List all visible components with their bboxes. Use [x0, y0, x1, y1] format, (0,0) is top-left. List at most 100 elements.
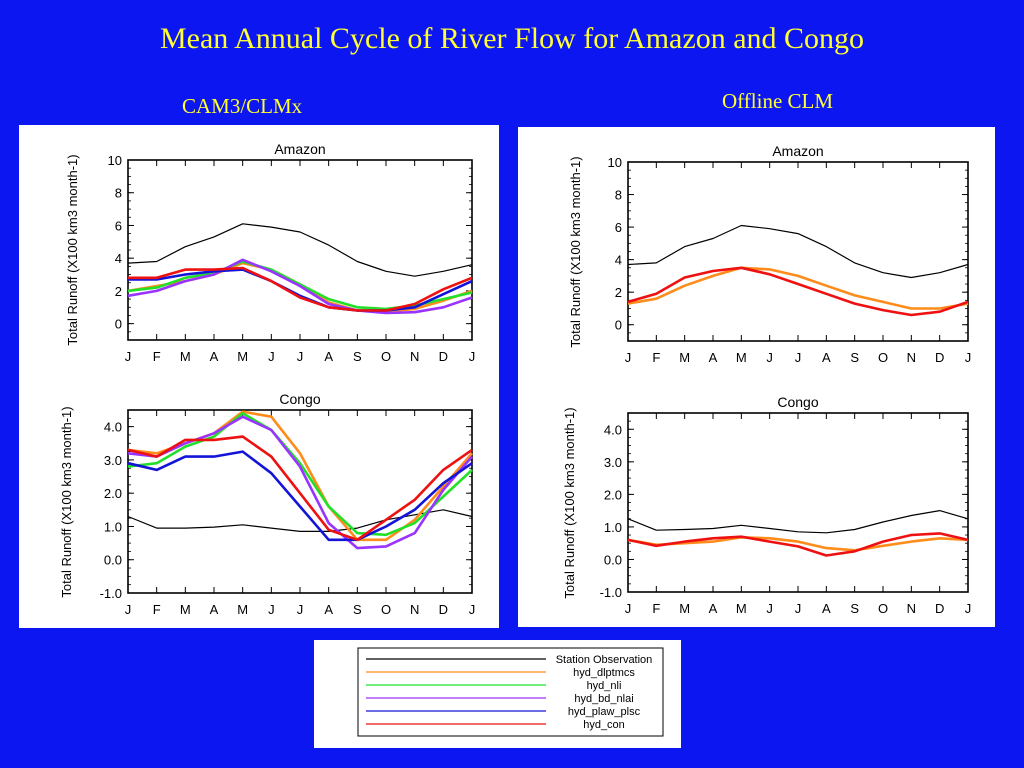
- y-tick-label: 10: [608, 155, 622, 170]
- series-line-hyd-con: [627, 532, 969, 557]
- left-panel-heading: CAM3/CLMx: [182, 94, 303, 118]
- y-axis-label: Total Runoff (X100 km3 month-1): [65, 154, 80, 345]
- x-tick-label: J: [125, 602, 132, 617]
- x-tick-label: A: [324, 349, 333, 364]
- x-tick-label: J: [965, 601, 972, 616]
- y-tick-label: 8: [115, 186, 122, 201]
- x-tick-label: N: [907, 350, 916, 365]
- legend-label: hyd_plaw_plsc: [568, 706, 641, 718]
- x-tick-label: D: [439, 602, 448, 617]
- x-tick-label: S: [850, 350, 859, 365]
- x-tick-label: M: [237, 349, 248, 364]
- chart-title: Congo: [777, 394, 818, 410]
- x-tick-label: S: [353, 349, 362, 364]
- series-line-hyd-con: [127, 435, 473, 542]
- x-tick-label: M: [180, 602, 191, 617]
- y-axis-label: Total Runoff (X100 km3 month-1): [562, 407, 577, 598]
- x-tick-label: J: [469, 349, 476, 364]
- x-tick-label: J: [766, 601, 773, 616]
- y-tick-label: 0: [115, 317, 122, 332]
- x-tick-label: M: [679, 350, 690, 365]
- series-line-station-observation: [127, 223, 473, 277]
- x-tick-label: O: [381, 349, 391, 364]
- y-axis-label: Total Runoff (X100 km3 month-1): [59, 406, 74, 597]
- y-tick-label: 4.0: [604, 422, 622, 437]
- offline-congo-chart: J F M A M J J A S O N D J-1.00.01.02.03.04.0CongoTot…: [562, 394, 971, 616]
- x-tick-label: J: [766, 350, 773, 365]
- x-tick-label: A: [324, 602, 333, 617]
- x-tick-label: J: [965, 350, 972, 365]
- legend-label: Station Observation: [556, 654, 653, 666]
- y-tick-label: 0: [615, 318, 622, 333]
- x-tick-label: O: [381, 602, 391, 617]
- y-tick-label: 2: [115, 284, 122, 299]
- series-line-hyd-plaw-plsc: [127, 450, 473, 542]
- cam-panel: J F M A M J J A S O N D J 0 2 4 6 8 10 Amazon Total Runoff (…: [19, 125, 499, 628]
- series-line-station-observation: [627, 224, 969, 279]
- x-tick-label: A: [709, 350, 718, 365]
- x-tick-label: O: [878, 601, 888, 616]
- x-tick-label: J: [625, 350, 632, 365]
- y-tick-label: 3.0: [104, 453, 122, 468]
- x-tick-label: D: [935, 601, 944, 616]
- x-tick-label: A: [210, 349, 219, 364]
- y-tick-label: 6: [115, 218, 122, 233]
- x-tick-label: F: [652, 601, 660, 616]
- x-tick-label: F: [153, 602, 161, 617]
- series-line-hyd-con: [627, 266, 969, 317]
- series-line-hyd-con: [128, 266, 473, 312]
- y-tick-label: 4: [615, 253, 622, 268]
- x-tick-label: J: [625, 601, 632, 616]
- chart-title: Congo: [279, 391, 320, 407]
- y-tick-label: 2: [615, 285, 622, 300]
- y-tick-label: 0.0: [104, 553, 122, 568]
- plot-frame: [127, 409, 473, 594]
- x-tick-label: J: [469, 602, 476, 617]
- series-line-station-observation: [627, 510, 969, 534]
- x-tick-label: A: [210, 602, 219, 617]
- x-tick-label: M: [237, 602, 248, 617]
- x-tick-label: J: [795, 601, 802, 616]
- series-line-hyd-bd-nlai: [127, 415, 473, 550]
- offline-panel: J F M A M J J A S O N D J 0 2 4 6 8 10 Amazon Total Runoff (…: [518, 127, 995, 627]
- y-tick-label: 4.0: [104, 420, 122, 435]
- legend-svg: Station Observationhyd_dlptmcshyd_nlihyd…: [357, 647, 664, 737]
- chart-title: Amazon: [772, 143, 823, 159]
- y-tick-label: 6: [615, 220, 622, 235]
- y-tick-label: 1.0: [104, 519, 122, 534]
- x-tick-label: A: [709, 601, 718, 616]
- cam-panel-svg: J F M A M J J A S O N D J 0 2 4 6 8 10 Amazon Total Runoff (…: [59, 141, 476, 617]
- series-line-hyd-nli: [127, 411, 473, 537]
- series-line-hyd-nli: [127, 260, 473, 311]
- legend-label: hyd_nli: [587, 680, 622, 692]
- series-line-hyd-dlptmcs: [627, 535, 969, 552]
- x-tick-label: O: [878, 350, 888, 365]
- series-line-hyd-dlptmcs: [127, 410, 473, 542]
- x-tick-label: A: [822, 601, 831, 616]
- y-tick-label: 8: [615, 188, 622, 203]
- y-tick-label: -1.0: [600, 585, 622, 600]
- y-tick-label: 0.0: [604, 552, 622, 567]
- x-tick-label: D: [439, 349, 448, 364]
- x-tick-label: M: [180, 349, 191, 364]
- series-line-hyd-dlptmcs: [627, 266, 969, 310]
- y-tick-label: 10: [108, 153, 122, 168]
- legend-panel: Station Observation hyd_dlptmcs hyd_nli hyd…: [314, 640, 681, 748]
- x-tick-label: N: [410, 602, 419, 617]
- x-tick-label: N: [410, 349, 419, 364]
- x-tick-label: N: [907, 601, 916, 616]
- offline-amazon-chart: J F M A M J J A S O N D J 0 2 4 6 8 10 Amazon Total Runoff (…: [568, 143, 971, 365]
- x-tick-label: M: [736, 350, 747, 365]
- x-tick-label: D: [935, 350, 944, 365]
- offline-panel-svg: J F M A M J J A S O N D J 0 2 4 6 8 10 Amazon Total Runoff (…: [562, 143, 971, 616]
- x-tick-label: M: [679, 601, 690, 616]
- legend-label: hyd_bd_nlai: [574, 693, 633, 705]
- legend-items: Station Observationhyd_dlptmcshyd_nlihyd…: [366, 654, 652, 731]
- x-tick-label: S: [353, 602, 362, 617]
- series-line-station-observation: [127, 509, 473, 532]
- y-tick-label: 1.0: [604, 520, 622, 535]
- x-tick-label: M: [736, 601, 747, 616]
- x-tick-label: F: [153, 349, 161, 364]
- x-tick-label: A: [822, 350, 831, 365]
- cam-congo-chart: J F M A M J J A S O N D J-1.00.01.02.03.04.0CongoTot…: [59, 391, 475, 617]
